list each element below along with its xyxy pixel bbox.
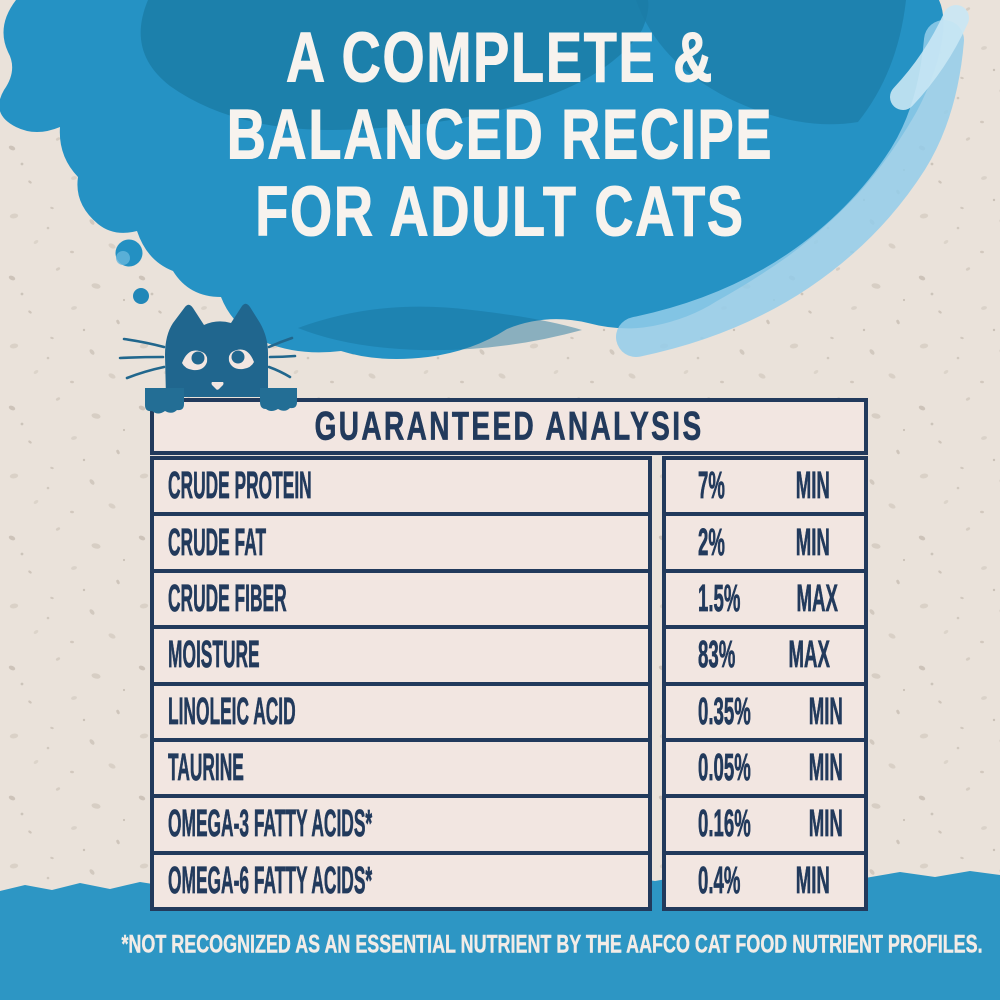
cat-nose-icon — [211, 382, 224, 390]
nutrient-qualifier: MIN — [808, 746, 843, 789]
nutrient-qualifier: MAX — [788, 633, 830, 677]
cloud-dark-wash-right — [636, 0, 906, 125]
nutrient-name: CRUDE FIBER — [168, 576, 287, 620]
cloud-light-wash-corner — [890, 5, 969, 110]
nutrient-percentage: 0.16% — [698, 802, 751, 846]
headline-line-3: FOR ADULT CATS — [255, 172, 745, 252]
analysis-labels-column: CRUDE PROTEIN CRUDE FAT CRUDE FIBER MOISTUR… — [150, 456, 652, 911]
analysis-row-value: 0.05% MIN — [666, 737, 864, 794]
analysis-row-value: 2% MIN — [666, 512, 864, 568]
analysis-row-label: OMEGA-3 FATTY ACIDS* — [154, 794, 648, 850]
analysis-row-value: 7% MIN — [666, 460, 864, 512]
headline-line-2: BALANCED RECIPE — [226, 95, 774, 175]
peeking-cat-icon — [118, 303, 297, 414]
analysis-row-label: LINOLEIC ACID — [154, 681, 648, 738]
analysis-row-label: TAURINE — [154, 737, 648, 794]
analysis-values-column: 7% MIN 2% MIN 1.5% MAX 83% MAX 0.35% MIN 0.05% MIN 0… — [662, 456, 868, 911]
cat-whiskers-icon — [118, 336, 297, 380]
headline: A COMPLETE & BALANCED RECIPE FOR ADULT C… — [0, 18, 1000, 252]
nutrient-qualifier: MIN — [795, 520, 830, 564]
nutrient-name: TAURINE — [168, 746, 244, 789]
headline-line-1: A COMPLETE & — [285, 18, 714, 98]
nutrient-qualifier: MIN — [795, 858, 830, 902]
nutrient-name: OMEGA-3 FATTY ACIDS* — [168, 802, 373, 846]
cloud-dark-wash-bottom — [298, 306, 582, 351]
analysis-row-label: CRUDE FIBER — [154, 568, 648, 625]
footnote-text: *NOT RECOGNIZED AS AN ESSENTIAL NUTRIENT… — [121, 929, 983, 959]
cat-paws-icon — [145, 388, 297, 414]
nutrient-percentage: 0.4% — [698, 858, 741, 902]
nutrient-name: CRUDE FAT — [168, 520, 267, 564]
analysis-row-label: MOISTURE — [154, 625, 648, 681]
analysis-row-value: 0.35% MIN — [666, 681, 864, 738]
nutrient-percentage: 2% — [698, 520, 725, 564]
analysis-row-label: CRUDE FAT — [154, 512, 648, 568]
nutrient-name: OMEGA-6 FATTY ACIDS* — [168, 858, 373, 902]
nutrient-qualifier: MIN — [808, 689, 843, 733]
nutrient-percentage: 83% — [698, 633, 736, 677]
nutrient-qualifier: MIN — [795, 464, 830, 507]
cloud-dark-wash-left — [140, 0, 649, 130]
nutrient-qualifier: MIN — [808, 802, 843, 846]
nutrient-percentage: 7% — [698, 464, 725, 507]
analysis-row-label: CRUDE PROTEIN — [154, 460, 648, 512]
nutrient-name: CRUDE PROTEIN — [168, 464, 312, 507]
nutrient-percentage: 1.5% — [698, 576, 741, 620]
nutrient-percentage: 0.35% — [698, 689, 751, 733]
footnote: *NOT RECOGNIZED AS AN ESSENTIAL NUTRIENT… — [0, 929, 1000, 959]
analysis-row-value: 0.4% MIN — [666, 850, 864, 907]
nutrient-qualifier: MAX — [796, 576, 838, 620]
cloud-light-wash-edge — [616, 20, 964, 357]
analysis-row-label: OMEGA-6 FATTY ACIDS* — [154, 850, 648, 907]
cat-eyes-icon — [182, 349, 254, 371]
cat-head-icon — [165, 303, 268, 397]
thought-dots-icon — [115, 239, 149, 304]
analysis-row-value: 83% MAX — [666, 625, 864, 681]
thought-cloud-icon — [0, 0, 969, 359]
nutrient-name: MOISTURE — [168, 633, 260, 677]
analysis-row-value: 0.16% MIN — [666, 794, 864, 850]
analysis-row-value: 1.5% MAX — [666, 568, 864, 625]
analysis-table-title: GUARANTEED ANALYSIS — [314, 403, 704, 449]
nutrient-name: LINOLEIC ACID — [168, 689, 296, 733]
nutrient-percentage: 0.05% — [698, 746, 751, 789]
